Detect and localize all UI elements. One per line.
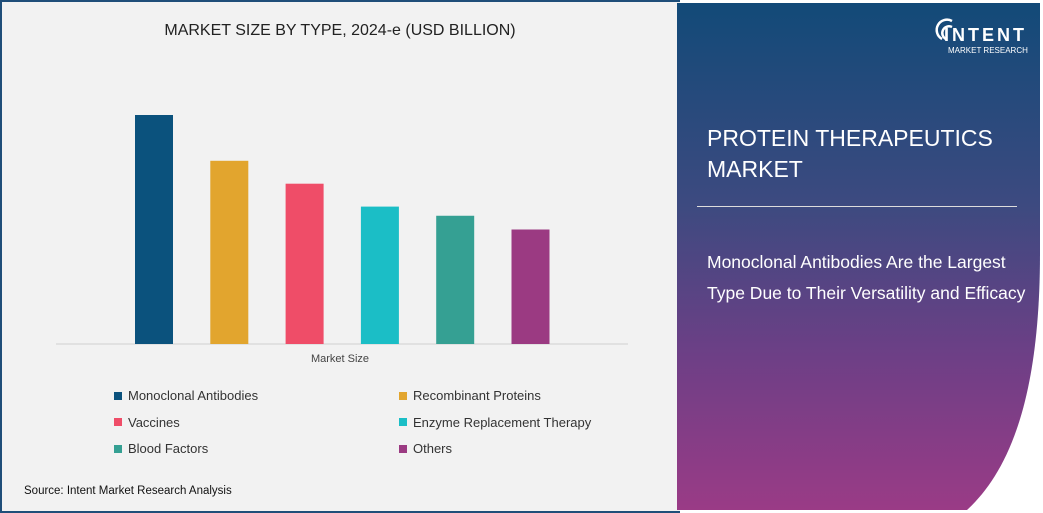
info-panel: INTENT MARKET RESEARCH PROTEIN THERAPEUT… <box>677 3 1040 510</box>
bar-enzyme-replacement-therapy <box>360 206 399 344</box>
market-title: PROTEIN THERAPEUTICS MARKET <box>707 125 993 182</box>
legend-swatch <box>399 418 407 426</box>
legend-item: Monoclonal Antibodies <box>114 388 258 403</box>
divider <box>697 206 1017 207</box>
logo-name: INTENT <box>944 25 1027 45</box>
legend-label: Vaccines <box>128 414 180 430</box>
chart-panel <box>0 0 680 513</box>
legend-swatch <box>399 391 407 400</box>
bar-recombinant-proteins <box>210 160 249 344</box>
legend-swatch <box>399 444 407 453</box>
bar-blood-factors <box>436 215 475 344</box>
legend-label: Recombinant Proteins <box>413 388 541 403</box>
signal-icon <box>930 15 960 45</box>
legend-label: Blood Factors <box>128 441 209 456</box>
chart-title: MARKET SIZE BY TYPE, 2024-e (USD BILLION… <box>164 22 516 39</box>
legend-item: Blood Factors <box>114 441 208 456</box>
bar-monoclonal-antibodies <box>135 115 173 344</box>
logo: INTENT MARKET RESEARCH <box>930 15 1028 55</box>
bar-others <box>511 229 550 344</box>
legend-item: Others <box>399 441 452 456</box>
bar-vaccines <box>285 183 324 344</box>
legend-swatch <box>114 391 122 400</box>
market-subtitle: Monoclonal Antibodies Are the Largest Ty… <box>707 252 1026 303</box>
legend-item: Enzyme Replacement Therapy <box>399 415 591 430</box>
legend-swatch <box>114 418 122 426</box>
bar-chart <box>56 115 628 345</box>
legend-item: Vaccines <box>114 415 180 430</box>
x-axis-label: Market Size <box>310 353 370 365</box>
logo-sub: MARKET RESEARCH <box>948 46 1028 55</box>
legend-label: Enzyme Replacement Therapy <box>413 414 592 430</box>
legend-label: Others <box>413 441 453 456</box>
legend-item: Recombinant Proteins <box>399 388 541 403</box>
source-note: Source: Intent Market Research Analysis <box>24 485 232 497</box>
legend-swatch <box>114 444 122 453</box>
legend-label: Monoclonal Antibodies <box>128 388 259 403</box>
